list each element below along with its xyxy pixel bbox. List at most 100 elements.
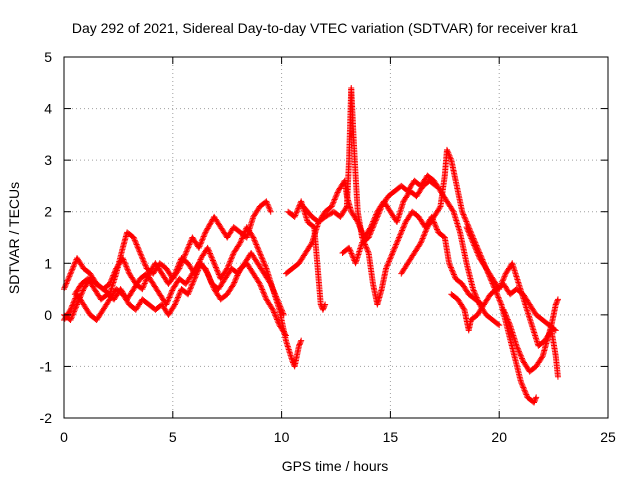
data-point: [422, 228, 429, 235]
data-point: [423, 225, 430, 232]
data-point: [240, 231, 247, 238]
data-point: [532, 395, 539, 402]
data-point: [363, 245, 370, 252]
data-point: [396, 234, 403, 241]
data-point: [387, 255, 394, 262]
data-point: [471, 290, 478, 297]
data-point: [66, 273, 73, 280]
data-point: [349, 253, 356, 260]
data-point: [376, 207, 383, 214]
data-point: [267, 280, 274, 287]
data-point: [373, 214, 380, 221]
data-point: [464, 225, 471, 232]
data-point: [211, 260, 218, 267]
data-point: [554, 297, 561, 304]
data-point: [256, 280, 263, 287]
data-point: [420, 232, 427, 239]
data-point: [265, 204, 272, 211]
data-point: [328, 203, 335, 210]
data-point: [519, 383, 526, 390]
data-point: [70, 309, 77, 316]
data-point: [241, 229, 248, 236]
data-point: [185, 244, 192, 251]
data-point: [272, 292, 279, 299]
data-point: [214, 267, 221, 274]
data-point: [198, 237, 205, 244]
data-point: [274, 317, 281, 324]
data-point: [63, 279, 70, 286]
data-point: [471, 243, 478, 250]
data-point: [173, 266, 180, 273]
data-point: [331, 197, 338, 204]
data-point: [473, 248, 480, 255]
data-point: [446, 261, 453, 268]
data-point: [280, 311, 287, 318]
data-point: [229, 252, 236, 259]
data-point: [538, 354, 545, 361]
data-point: [186, 288, 193, 295]
data-point: [294, 206, 301, 213]
data-point: [201, 232, 208, 239]
data-point: [497, 300, 504, 307]
data-point: [198, 239, 205, 246]
data-point: [387, 254, 394, 261]
data-point: [250, 235, 257, 242]
data-point: [500, 276, 507, 283]
data-point: [390, 248, 397, 255]
data-point: [471, 242, 478, 249]
data-point: [384, 261, 391, 268]
data-point: [333, 190, 340, 197]
data-point: [386, 258, 393, 265]
data-point: [459, 208, 466, 215]
x-tick-label: 15: [383, 429, 399, 445]
data-point: [228, 255, 235, 262]
data-point: [66, 307, 73, 314]
data-point: [69, 301, 76, 308]
data-point: [237, 238, 244, 245]
data-point: [236, 240, 243, 247]
data-point: [396, 233, 403, 240]
data-point: [422, 229, 429, 236]
data-point: [471, 288, 478, 295]
data-point: [463, 224, 470, 231]
series-track-7: [300, 84, 485, 308]
data-point: [370, 223, 377, 230]
data-marks: [61, 84, 561, 406]
data-point: [394, 237, 401, 244]
data-point: [185, 291, 192, 298]
data-point: [269, 305, 276, 312]
data-point: [393, 241, 400, 248]
data-point: [348, 250, 355, 257]
data-point: [141, 261, 148, 268]
data-point: [203, 268, 210, 275]
data-point: [450, 270, 457, 277]
data-point: [553, 300, 560, 307]
data-point: [239, 234, 246, 241]
data-point: [237, 239, 244, 246]
data-point: [514, 345, 521, 352]
data-point: [365, 248, 372, 255]
data-point: [250, 234, 257, 241]
data-point: [376, 209, 383, 216]
data-point: [212, 263, 219, 270]
data-point: [419, 236, 426, 243]
data-point: [110, 272, 117, 279]
data-point: [196, 243, 203, 250]
data-point: [369, 226, 376, 233]
data-point: [308, 240, 315, 247]
data-point: [268, 282, 275, 289]
data-point: [506, 320, 513, 327]
data-point: [191, 275, 198, 282]
data-point: [266, 279, 273, 286]
data-point: [470, 239, 477, 246]
data-point: [140, 283, 147, 290]
data-point: [135, 245, 142, 252]
data-point: [197, 240, 204, 247]
data-point: [165, 295, 172, 302]
data-point: [521, 387, 528, 394]
data-point: [466, 231, 473, 238]
data-point: [173, 297, 180, 304]
data-point: [275, 319, 282, 326]
data-point: [517, 351, 524, 358]
data-point: [142, 262, 149, 269]
